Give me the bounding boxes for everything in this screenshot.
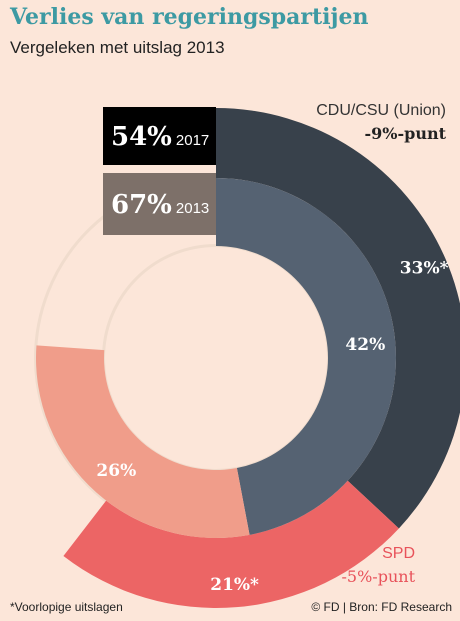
party-change-label: -9%-punt [365, 124, 447, 143]
footnote: *Voorlopige uitslagen [10, 600, 123, 614]
slice-value-label: 42% [345, 335, 385, 355]
year-total-2017: 54% 2017 [111, 122, 209, 152]
slice-value-label: 21%* [210, 575, 259, 595]
party-change-label: -5%-punt [342, 567, 416, 586]
party-name-label: SPD [382, 545, 415, 562]
slice-value-label: 33%* [400, 258, 449, 278]
source-credit: © FD | Bron: FD Research [311, 600, 452, 614]
year-box-2017 [103, 107, 216, 165]
outer-ring-slice [63, 480, 399, 608]
party-name-label: CDU/CSU (Union) [316, 102, 446, 119]
outer-ring-slice [216, 108, 460, 529]
chart-title: Verlies van regeringspartijen [10, 4, 369, 30]
inner-ring-slice [35, 345, 250, 538]
inner-ring-slice [216, 178, 397, 535]
chart-subtitle: Vergeleken met uitslag 2013 [10, 38, 225, 57]
year-box-2013 [103, 173, 216, 235]
ring-track [102, 244, 330, 472]
slice-value-label: 26% [96, 461, 136, 481]
year-total-2013: 67% 2013 [111, 190, 209, 220]
